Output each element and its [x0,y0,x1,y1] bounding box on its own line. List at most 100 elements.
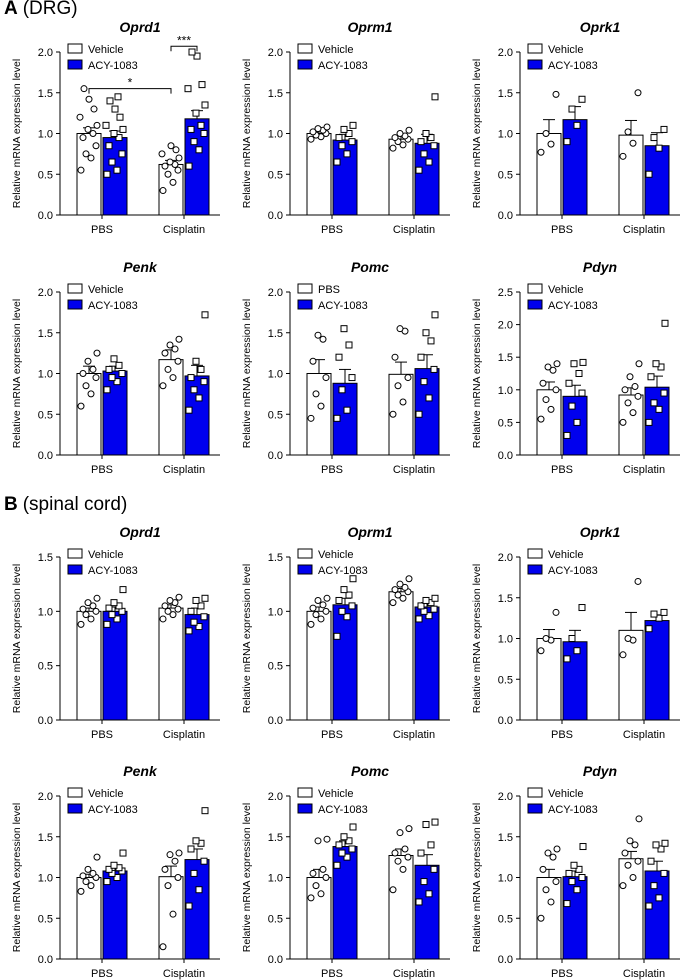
y-tick-label: 1.0 [268,369,283,381]
data-point [187,125,195,133]
chart-title: Oprd1 [119,19,160,35]
y-tick-label: 2.0 [268,791,283,803]
y-tick-label: 1.5 [498,832,513,844]
x-tick-label: Cisplatin [623,464,665,476]
y-tick-label: 1.5 [498,88,513,100]
data-point [322,607,330,615]
data-point [87,882,95,890]
data-point [309,128,317,136]
y-tick-label: 1.5 [498,352,513,364]
data-point [307,414,315,422]
data-point [661,319,669,327]
x-tick-label: PBS [91,464,113,476]
data-point [621,386,629,394]
chart-panel-1: Oprd1 Relative mRNA expression level 0.0 0.… [11,19,220,236]
x-tick-label: PBS [321,968,343,980]
data-point [537,647,545,655]
chart-title: Pomc [351,763,389,779]
y-tick-label: 0.5 [498,417,513,429]
y-tick-label: 1.0 [268,129,283,141]
data-point [345,130,353,137]
legend-swatch-drug [67,59,83,70]
chart-title: Oprd1 [119,524,160,540]
data-point [394,591,402,599]
data-point [345,591,353,599]
data-point [634,89,642,97]
y-tick-label: 1.5 [268,832,283,844]
data-point [105,365,113,373]
data-point [87,615,95,623]
data-point [579,358,587,366]
x-tick-label: Cisplatin [623,968,665,980]
significance-bracket [88,88,172,94]
data-point [343,406,351,414]
data-point [422,130,430,137]
y-tick-label: 1.5 [268,552,283,564]
x-tick-label: Cisplatin [163,729,205,741]
data-point [197,121,205,129]
data-point [103,170,111,178]
legend-swatch-drug [67,803,83,814]
data-point [420,378,428,386]
data-point [185,406,193,414]
y-axis-label: Relative mRNA expression level [241,59,253,208]
data-point [169,910,177,918]
data-point [92,374,100,382]
y-tick-label: 0.0 [498,715,513,727]
data-point [415,166,423,174]
data-point [333,158,341,166]
data-point [166,851,174,859]
data-point [105,142,113,150]
data-point [645,902,653,910]
data-point [77,402,85,410]
data-point [422,596,430,604]
data-point [401,583,409,591]
data-point [655,405,663,413]
y-tick-label: 1.5 [38,832,53,844]
data-point [200,613,208,621]
x-tick-label: Cisplatin [623,224,665,236]
y-axis-label: Relative mRNA expression level [471,803,483,952]
data-point [626,837,634,845]
data-point [565,379,573,387]
y-axis-label: Relative mRNA expression level [11,59,23,208]
significance-label: *** [177,33,191,47]
y-axis-label: Relative mRNA expression level [471,59,483,208]
bar-vehicle [306,877,332,960]
legend-label: Vehicle [548,284,583,296]
data-point [634,857,642,865]
legend-label: ACY-1083 [548,60,598,72]
data-point [161,602,169,610]
bar-vehicle [388,854,414,960]
data-point [113,615,121,623]
data-point [349,575,357,583]
y-tick-label: 0.0 [268,450,283,462]
data-point [340,325,348,333]
data-point [335,841,343,849]
data-point [85,95,93,103]
data-point [619,651,627,659]
chart-title: Penk [123,259,158,275]
y-tick-label: 0.0 [268,715,283,727]
data-point [164,365,172,373]
y-tick-label: 1.0 [498,385,513,397]
significance-label: * [128,76,133,90]
legend-label: Vehicle [88,549,123,561]
data-point [197,365,205,373]
data-point [396,829,404,837]
data-point [417,602,425,610]
data-point [650,882,658,890]
chart-panel-10: Penk Relative mRNA expression level 0.0 0.5… [11,763,220,980]
data-point [84,599,92,607]
data-point [568,878,576,886]
data-point [340,586,348,594]
data-point [110,599,118,607]
data-point [338,607,346,615]
data-point [319,335,327,343]
legend-label: ACY-1083 [88,565,138,577]
y-tick-label: 1.0 [38,369,53,381]
legend-label: ACY-1083 [548,300,598,312]
data-point [657,845,665,853]
data-point [192,109,200,117]
data-point [629,409,637,417]
